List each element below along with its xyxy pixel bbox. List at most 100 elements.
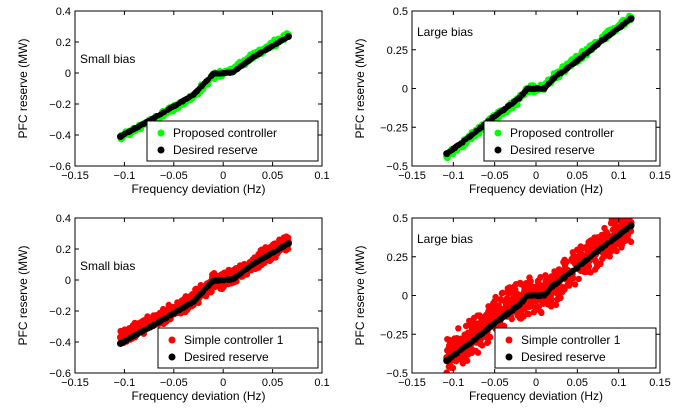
data-point [605,240,611,246]
x-tick-label: −0.05 [481,170,509,182]
x-axis-label: Frequency deviation (Hz) [131,389,265,403]
data-point [270,43,276,49]
data-point [502,304,509,311]
legend-label: Proposed controller [510,126,614,140]
x-tick-label: 0.05 [567,377,588,389]
data-point [623,226,629,232]
legend-label: Desired reserve [184,350,269,364]
data-point [471,337,477,343]
data-point [506,284,513,291]
data-point [200,289,206,295]
data-point [523,86,530,92]
data-point [580,244,587,251]
data-point [504,298,511,306]
data-point [178,297,185,304]
y-tick-label: −0.25 [380,329,408,341]
data-point [255,258,261,264]
x-tick-label: −0.1 [442,377,464,389]
y-tick-label: 0 [65,68,71,80]
data-point [551,270,559,277]
axes-box [74,10,323,167]
data-point [172,310,178,316]
y-tick-label: 0 [402,84,408,96]
data-point [273,248,279,254]
data-point [574,264,581,270]
data-point [222,277,228,283]
data-point [532,304,539,311]
data-point [216,277,222,284]
data-point [579,260,585,266]
data-point [443,369,450,373]
data-point [218,271,225,278]
data-point [278,245,284,251]
data-point [569,268,575,274]
data-point [613,247,620,255]
x-tick-label: 0.1 [314,377,329,389]
y-axis-label: PFC reserve (MW) [353,246,367,346]
data-point [594,234,601,241]
data-point [611,28,617,34]
data-point [443,150,451,158]
data-point [184,95,190,101]
data-point [449,147,455,153]
data-point [152,321,158,328]
data-point [628,206,634,212]
data-point [116,340,124,348]
data-point [201,80,207,86]
x-tick-label: 0.15 [649,377,670,389]
data-point [505,289,513,297]
x-tick-label: 0.1 [611,170,626,182]
y-tick-label: 0.2 [56,37,71,49]
data-point [466,341,472,347]
data-point [491,298,498,305]
data-point [521,303,528,310]
data-point [162,109,168,115]
data-point [570,252,577,259]
data-point [122,327,129,334]
data-point [587,242,594,249]
y-tick-label: 0 [402,291,408,303]
x-tick-label: 0 [220,170,226,182]
data-point [469,131,475,137]
y-tick-label: −0.2 [49,99,71,111]
y-tick-label: 0.2 [56,244,71,256]
data-point [571,281,579,288]
data-point [610,236,616,242]
data-point [576,252,583,259]
series-2 [116,33,292,141]
data-point [575,275,582,283]
legend-box [146,120,319,162]
data-point [226,70,232,76]
data-point [248,56,255,62]
chart-panel-1: −0.15 −0.1 −0.05 0 0.05 0.1 −0.6 −0.4 −0.2 0 0.2 0.… [16,6,330,196]
data-point [621,237,629,245]
data-point [153,312,160,319]
data-point [591,266,599,273]
data-point [272,254,279,261]
data-point [550,301,557,308]
data-point [505,102,511,109]
data-point [517,281,525,288]
data-point [555,289,562,296]
data-point [526,303,533,311]
x-tick-label: 0.1 [314,170,329,182]
x-tick-label: 0.1 [611,377,626,389]
data-point [508,315,515,323]
data-point [527,278,534,285]
data-point [225,266,232,274]
data-point [166,313,172,319]
data-point [208,73,214,79]
data-point [136,330,142,336]
bias-annotation: Large bias [417,232,473,246]
x-tick-label: 0 [533,377,539,389]
data-point [453,335,460,342]
data-point [545,277,552,284]
data-point [562,68,568,74]
data-point [519,312,526,319]
legend-label: Proposed controller [173,126,277,140]
data-point [511,99,517,105]
data-point [588,47,595,53]
data-point [212,278,218,284]
data-point [160,305,167,313]
